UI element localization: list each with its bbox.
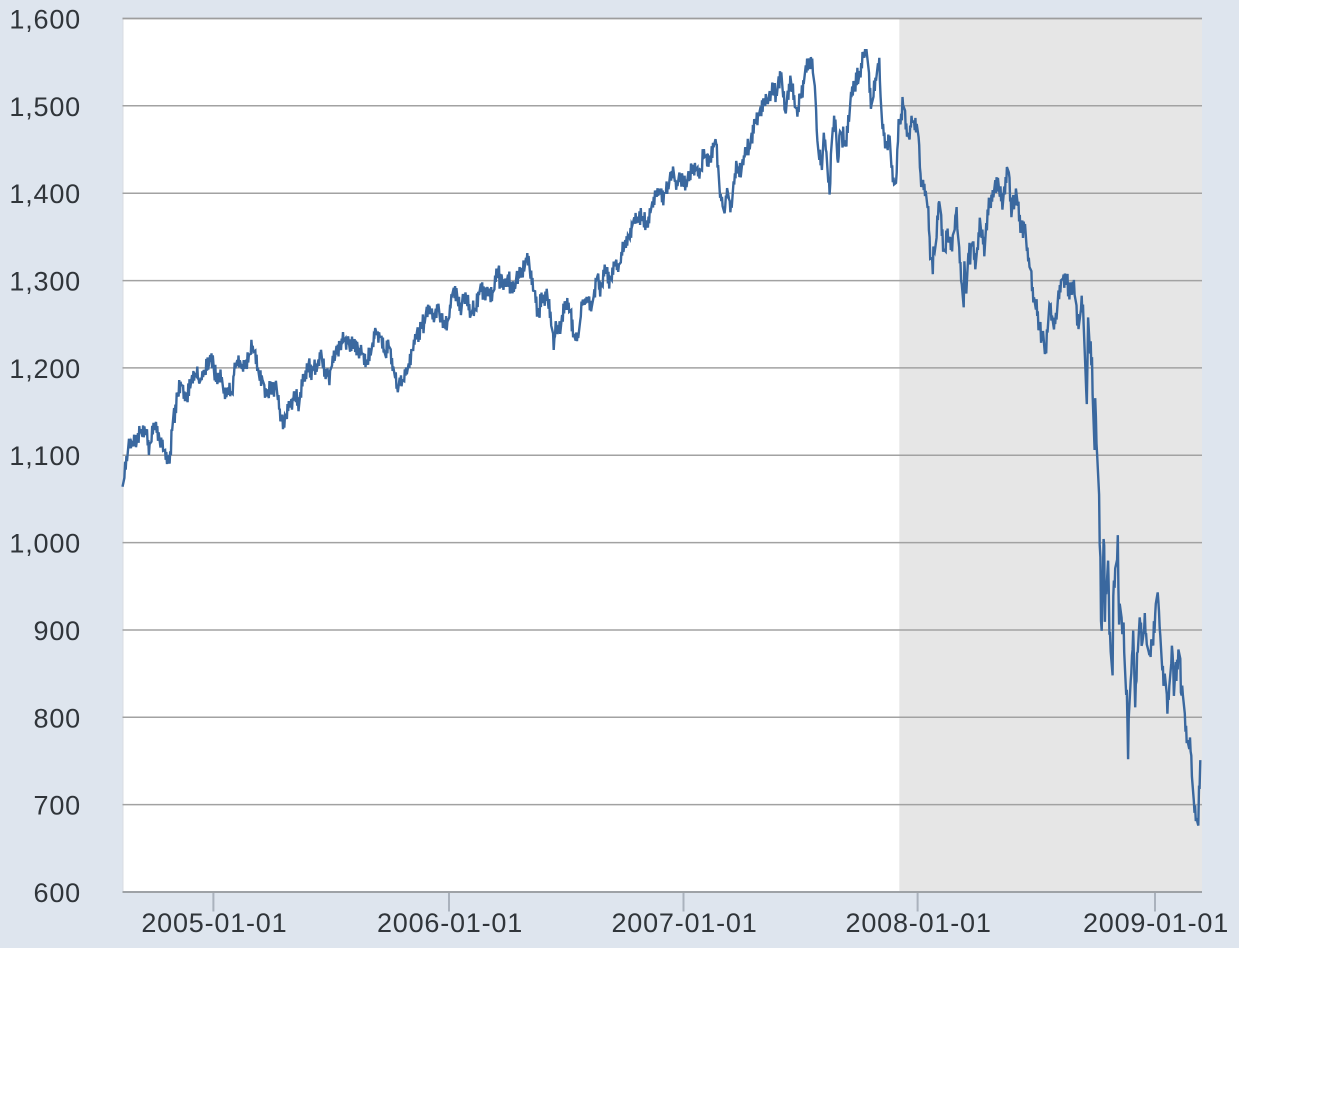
svg-text:2006-01-01: 2006-01-01 — [377, 908, 523, 938]
svg-text:2008-01-01: 2008-01-01 — [846, 908, 992, 938]
svg-text:900: 900 — [34, 616, 81, 646]
svg-text:2009-01-01: 2009-01-01 — [1083, 908, 1229, 938]
svg-text:800: 800 — [34, 703, 81, 733]
svg-text:1,200: 1,200 — [9, 354, 81, 384]
svg-text:1,000: 1,000 — [9, 529, 81, 559]
svg-text:1,100: 1,100 — [9, 441, 81, 471]
svg-text:1,500: 1,500 — [9, 92, 81, 122]
svg-text:1,300: 1,300 — [9, 267, 81, 297]
svg-text:700: 700 — [34, 791, 81, 821]
svg-text:600: 600 — [34, 878, 81, 908]
svg-text:1,600: 1,600 — [9, 5, 81, 35]
svg-text:1,400: 1,400 — [9, 179, 81, 209]
svg-text:2007-01-01: 2007-01-01 — [611, 908, 757, 938]
svg-text:2005-01-01: 2005-01-01 — [141, 908, 287, 938]
